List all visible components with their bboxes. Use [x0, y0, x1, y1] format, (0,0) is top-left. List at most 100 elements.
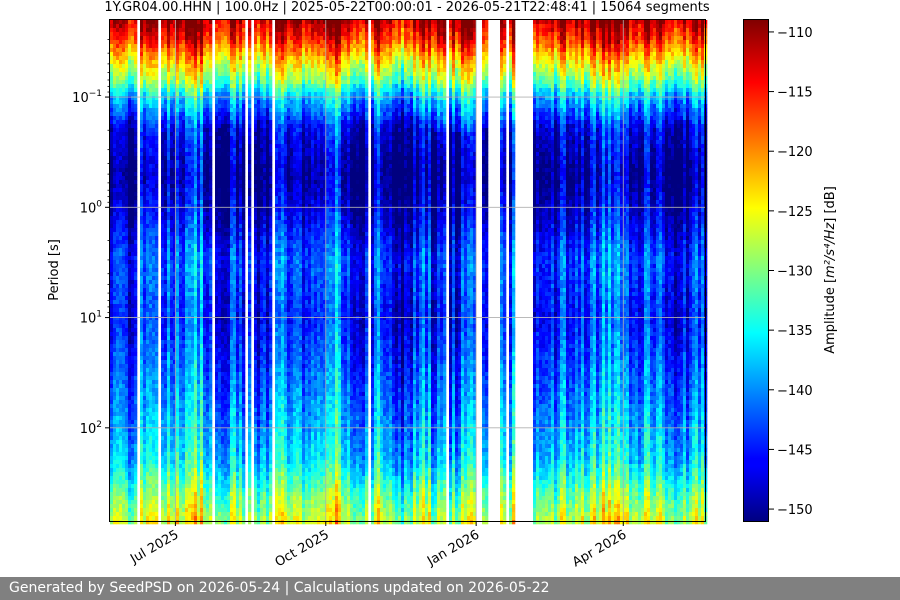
heatmap-cell [116, 488, 120, 493]
heatmap-cell [194, 144, 198, 149]
heatmap-cell [218, 356, 222, 361]
heatmap-cell [191, 304, 195, 309]
heatmap-cell [215, 496, 219, 501]
heatmap-cell [110, 296, 114, 301]
heatmap-cell [200, 280, 204, 285]
heatmap-cell [230, 160, 234, 165]
heatmap-cell [119, 340, 123, 345]
heatmap-cell [173, 476, 177, 481]
heatmap-cell [125, 60, 129, 65]
heatmap-cell [182, 384, 186, 389]
heatmap-cell [230, 184, 234, 189]
heatmap-cell [125, 164, 129, 169]
heatmap-cell [197, 324, 201, 329]
heatmap-cell [149, 396, 153, 401]
heatmap-cell [149, 132, 153, 137]
heatmap-cell [146, 468, 150, 473]
heatmap-cell [140, 164, 144, 169]
heatmap-cell [230, 388, 234, 393]
heatmap-cell [218, 472, 222, 477]
heatmap-cell [110, 48, 114, 53]
heatmap-cell [185, 360, 189, 365]
heatmap-cell [128, 392, 132, 397]
heatmap-cell [233, 384, 237, 389]
heatmap-cell [197, 224, 201, 229]
heatmap-cell [119, 384, 123, 389]
heatmap-cell [173, 364, 177, 369]
heatmap-cell [128, 160, 132, 165]
heatmap-cell [128, 324, 132, 329]
heatmap-cell [191, 136, 195, 141]
heatmap-cell [173, 156, 177, 161]
heatmap-cell [191, 112, 195, 117]
heatmap-cell [182, 404, 186, 409]
heatmap-cell [188, 288, 192, 293]
heatmap-cell [194, 448, 198, 453]
heatmap-cell [221, 484, 225, 489]
heatmap-cell [191, 312, 195, 317]
heatmap-cell [125, 428, 129, 433]
heatmap-cell [206, 120, 210, 125]
heatmap-cell [200, 424, 204, 429]
heatmap-cell [179, 436, 183, 441]
heatmap-cell [224, 56, 228, 61]
heatmap-cell [179, 468, 183, 473]
heatmap-cell [215, 280, 219, 285]
heatmap-cell [122, 332, 126, 337]
heatmap-cell [236, 136, 240, 141]
heatmap-cell [206, 460, 210, 465]
heatmap-cell [149, 224, 153, 229]
heatmap-cell [215, 264, 219, 269]
heatmap-cell [203, 340, 207, 345]
heatmap-cell [185, 388, 189, 393]
heatmap-cell [167, 376, 171, 381]
heatmap-cell [188, 152, 192, 157]
heatmap-cell [140, 464, 144, 469]
heatmap-cell [209, 268, 213, 273]
heatmap-cell [215, 336, 219, 341]
heatmap-cell [134, 376, 138, 381]
heatmap-cell [170, 52, 174, 57]
heatmap-cell [134, 164, 138, 169]
heatmap-cell [152, 492, 156, 497]
heatmap-cell [152, 92, 156, 97]
heatmap-cell [224, 520, 228, 525]
heatmap-cell [131, 376, 135, 381]
heatmap-cell [221, 200, 225, 205]
heatmap-cell [197, 400, 201, 405]
heatmap-cell [233, 280, 237, 285]
heatmap-cell [113, 272, 117, 277]
heatmap-cell [194, 316, 198, 321]
heatmap-cell [113, 92, 117, 97]
heatmap-cell [227, 496, 231, 501]
heatmap-cell [197, 160, 201, 165]
heatmap-cell [221, 460, 225, 465]
heatmap-cell [209, 228, 213, 233]
heatmap-cell [116, 280, 120, 285]
heatmap-cell [224, 516, 228, 521]
heatmap-cell [230, 488, 234, 493]
heatmap-cell [167, 404, 171, 409]
heatmap-cell [215, 56, 219, 61]
heatmap-cell [110, 80, 114, 85]
heatmap-cell [122, 468, 126, 473]
heatmap-cell [218, 440, 222, 445]
heatmap-cell [209, 376, 213, 381]
heatmap-cell [176, 120, 180, 125]
heatmap-cell [233, 156, 237, 161]
heatmap-cell [179, 380, 183, 385]
heatmap-cell [200, 72, 204, 77]
heatmap-cell [119, 316, 123, 321]
heatmap-cell [134, 232, 138, 237]
heatmap-cell [206, 204, 210, 209]
heatmap-cell [149, 288, 153, 293]
heatmap-cell [218, 156, 222, 161]
heatmap-cell [128, 252, 132, 257]
heatmap-cell [191, 452, 195, 457]
heatmap-cell [209, 96, 213, 101]
heatmap-cell [128, 336, 132, 341]
heatmap-cell [155, 100, 159, 105]
heatmap-cell [203, 276, 207, 281]
heatmap-cell [161, 476, 165, 481]
heatmap-cell [203, 24, 207, 29]
